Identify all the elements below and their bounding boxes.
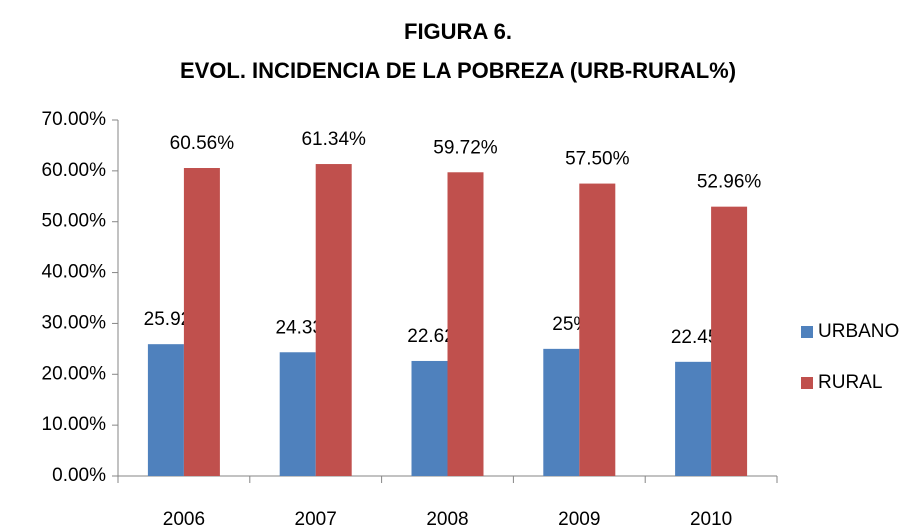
- legend-label: URBANO: [818, 321, 899, 342]
- legend-swatch: [801, 377, 813, 389]
- y-tick-label: 20.00%: [42, 363, 107, 384]
- bar: [279, 352, 316, 476]
- bar: [711, 206, 748, 476]
- x-tick-label: 2010: [690, 509, 732, 530]
- bar: [579, 183, 616, 477]
- bar: [183, 168, 220, 476]
- value-label: 57.50%: [565, 149, 630, 170]
- y-tick-label: 60.00%: [42, 160, 107, 181]
- bar: [147, 344, 184, 476]
- value-label: 60.56%: [170, 133, 235, 154]
- y-tick-label: 70.00%: [42, 109, 107, 130]
- bar: [411, 360, 448, 476]
- x-tick-label: 2009: [558, 509, 600, 530]
- x-tick-label: 2007: [295, 509, 337, 530]
- chart-title: FIGURA 6.: [404, 19, 512, 44]
- bar: [543, 348, 580, 476]
- legend-swatch: [801, 326, 813, 338]
- value-label: 61.34%: [301, 129, 366, 150]
- y-tick-label: 40.00%: [42, 262, 107, 283]
- value-label: 52.96%: [697, 172, 762, 193]
- y-tick-label: 10.00%: [42, 414, 107, 435]
- y-tick-label: 30.00%: [42, 312, 107, 333]
- bar: [315, 164, 352, 476]
- y-tick-label: 0.00%: [52, 465, 106, 486]
- x-tick-label: 2006: [163, 509, 205, 530]
- bar: [447, 172, 484, 477]
- value-label: 59.72%: [433, 137, 498, 158]
- bar: [675, 361, 712, 476]
- legend-label: RURAL: [818, 372, 882, 393]
- chart-subtitle: EVOL. INCIDENCIA DE LA POBREZA (URB-RURA…: [180, 58, 736, 83]
- x-tick-label: 2008: [426, 509, 468, 530]
- y-tick-label: 50.00%: [42, 211, 107, 232]
